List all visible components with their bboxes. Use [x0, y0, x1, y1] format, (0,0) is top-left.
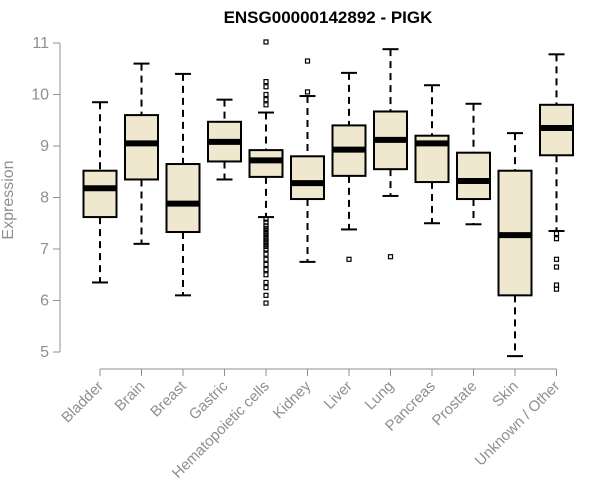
- iqr-box: [82, 169, 118, 219]
- outlier-point: [263, 300, 269, 306]
- y-tick-label: 6: [40, 293, 49, 310]
- x-tick-label: Breast: [147, 377, 190, 420]
- outlier-point: [263, 285, 269, 291]
- outlier-point: [263, 292, 269, 298]
- box-prostate: [456, 102, 491, 226]
- iqr-box: [290, 155, 325, 201]
- box-breast: [165, 72, 201, 297]
- y-axis-label: Expression: [0, 160, 17, 239]
- box-hematopoietic-cells: [248, 39, 284, 306]
- outlier-point: [263, 97, 269, 103]
- x-tick-label: Lung: [362, 378, 398, 414]
- outlier-point: [263, 267, 269, 273]
- y-tick-label: 8: [40, 190, 49, 207]
- box-bladder: [82, 101, 118, 284]
- outlier-point: [263, 279, 269, 286]
- y-tick-label: 5: [40, 344, 49, 361]
- y-tick-label: 11: [32, 35, 49, 52]
- outlier-point: [263, 272, 269, 278]
- outlier-point: [263, 84, 269, 90]
- outlier-point: [263, 102, 269, 108]
- box-gastric: [207, 98, 242, 181]
- outlier-point: [263, 79, 269, 85]
- iqr-box: [456, 151, 491, 201]
- box-kidney: [290, 58, 325, 263]
- x-tick-label: Bladder: [58, 378, 107, 427]
- outlier-point: [553, 286, 560, 292]
- y-tick-label: 9: [40, 138, 49, 155]
- y-tick-label: 10: [31, 87, 49, 104]
- outlier-point: [553, 230, 560, 237]
- x-tick-label: Skin: [489, 378, 522, 411]
- outlier-point: [263, 261, 269, 268]
- outlier-point: [553, 236, 560, 242]
- outlier-point: [553, 256, 560, 262]
- box-pancreas: [414, 84, 450, 225]
- box-skin: [497, 132, 533, 358]
- x-tick-label: Prostate: [429, 378, 481, 430]
- outlier-point: [263, 91, 269, 98]
- outlier-point: [263, 256, 269, 262]
- x-tick-label: Liver: [321, 378, 356, 413]
- iqr-box: [124, 114, 159, 181]
- y-axis: 5 6 7 8 9 10 11: [31, 35, 61, 361]
- outlier-point: [263, 39, 269, 45]
- box-unknown-other: [539, 53, 574, 292]
- outlier-point: [304, 58, 311, 64]
- outlier-point: [304, 89, 311, 95]
- iqr-box: [165, 163, 201, 234]
- box-liver: [331, 71, 367, 262]
- outlier-point: [263, 251, 269, 257]
- outlier-point: [346, 256, 352, 262]
- outlier-point: [263, 216, 269, 222]
- iqr-box: [248, 149, 284, 178]
- x-tick-label: Brain: [112, 378, 149, 415]
- box-lung: [373, 48, 408, 260]
- y-tick-label: 7: [40, 241, 49, 258]
- chart-title: ENSG00000142892 - PIGK: [224, 8, 434, 27]
- outlier-point: [387, 254, 394, 260]
- outlier-point: [553, 264, 560, 270]
- boxes-group: [82, 39, 574, 358]
- box-brain: [124, 62, 159, 245]
- x-tick-label: Kidney: [270, 377, 315, 422]
- outlier-point: [553, 282, 560, 288]
- outlier-point: [263, 246, 269, 252]
